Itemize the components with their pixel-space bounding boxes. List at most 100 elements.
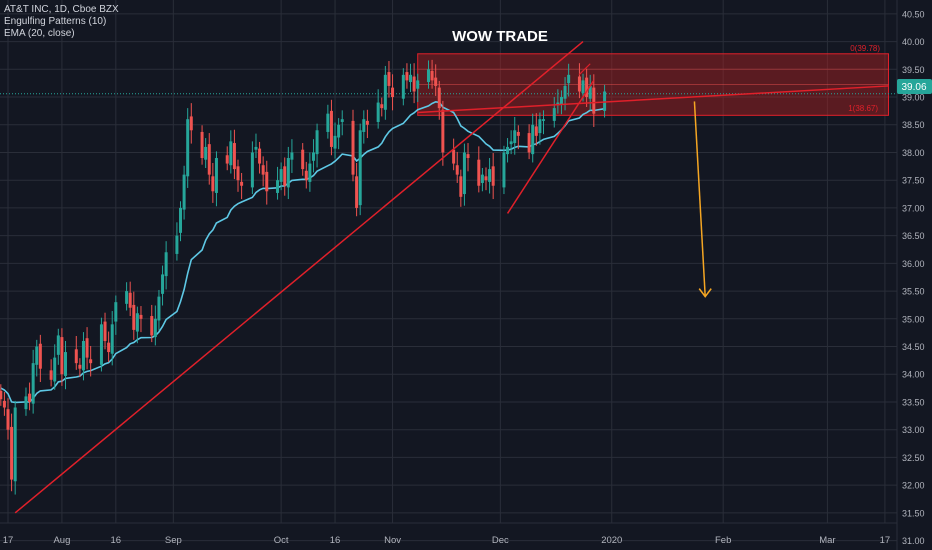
- candle-body: [603, 91, 607, 111]
- candle: [437, 80, 441, 120]
- candle-body: [225, 155, 229, 164]
- candle-body: [527, 133, 531, 153]
- candle: [538, 112, 542, 145]
- candle: [506, 138, 510, 163]
- candle-body: [85, 338, 89, 358]
- candle: [567, 63, 571, 97]
- ema-line: [0, 93, 897, 404]
- candle: [509, 130, 513, 155]
- candle: [387, 60, 391, 98]
- candle-body: [405, 72, 409, 81]
- candle-body: [49, 370, 53, 380]
- candle-body: [214, 158, 218, 193]
- candle-body: [409, 74, 413, 83]
- candle-body: [153, 318, 157, 338]
- candle: [462, 143, 466, 206]
- chart-legend: AT&T INC, 1D, Cboe BZX Engulfing Pattern…: [4, 4, 119, 40]
- candle-body: [28, 393, 32, 402]
- candle: [308, 152, 312, 192]
- candle-body: [455, 165, 459, 175]
- candle: [365, 109, 369, 139]
- candle-body: [110, 324, 114, 354]
- candle: [351, 109, 355, 182]
- time-axis[interactable]: 17 Aug 16 Sep Oct 16 Nov Dec 2020 Feb Mar 17: [3, 535, 890, 546]
- candle: [89, 345, 93, 377]
- candle: [412, 63, 416, 104]
- candle: [200, 125, 204, 165]
- arrow-head: [698, 288, 712, 298]
- candle: [405, 63, 409, 89]
- candle-body: [513, 130, 517, 144]
- legend-symbol: AT&T INC, 1D, Cboe BZX: [4, 4, 119, 15]
- candle-body: [81, 340, 85, 371]
- candle: [125, 282, 129, 311]
- candle: [455, 151, 459, 183]
- candle: [240, 172, 244, 200]
- candle: [333, 122, 337, 159]
- candle-body: [466, 154, 470, 159]
- target-arrow: [578, 63, 712, 298]
- candle: [0, 384, 3, 406]
- price-tick-label: 34.00: [902, 370, 925, 380]
- candle: [577, 63, 581, 99]
- candle-body: [401, 74, 405, 99]
- candle-body: [211, 176, 215, 192]
- candle-body: [315, 130, 319, 155]
- candle-body: [204, 146, 208, 160]
- candle-body: [290, 152, 294, 160]
- candle: [290, 139, 294, 173]
- candle: [311, 139, 315, 173]
- price-tick-label: 39.50: [902, 65, 925, 75]
- candle-body: [132, 304, 136, 330]
- candle: [315, 123, 319, 168]
- candle-body: [125, 291, 129, 304]
- candle: [229, 130, 233, 174]
- candle: [99, 317, 103, 372]
- candle: [53, 344, 57, 390]
- candle: [376, 89, 380, 129]
- candle: [157, 289, 161, 331]
- fib-bottom-label: 1(38.67): [848, 104, 878, 113]
- candle: [189, 103, 193, 144]
- candle: [477, 146, 481, 193]
- candle-body: [452, 149, 456, 164]
- candle: [513, 116, 517, 155]
- candle-body: [265, 171, 269, 192]
- candle: [254, 133, 258, 159]
- candle-body: [559, 97, 563, 105]
- candle-body: [232, 143, 236, 170]
- candle: [38, 334, 42, 383]
- candle-body: [74, 349, 78, 364]
- candle: [401, 68, 405, 106]
- candle-body: [538, 119, 542, 134]
- time-tick-label: 17: [3, 535, 14, 546]
- candle: [150, 304, 154, 343]
- price-tick-label: 34.50: [902, 342, 925, 352]
- candle: [265, 160, 269, 205]
- candle: [527, 124, 531, 160]
- candle-body: [509, 141, 513, 145]
- candle-body: [430, 70, 434, 81]
- candle-body: [258, 148, 262, 164]
- candle: [78, 358, 82, 378]
- candle: [182, 165, 186, 220]
- candle-body: [337, 124, 341, 138]
- candle: [592, 74, 596, 127]
- candle-body: [301, 149, 305, 170]
- candle: [31, 349, 35, 414]
- price-axis[interactable]: 31.00 31.50 32.00 32.50 33.00 33.50 34.00 34.50…: [902, 9, 925, 546]
- candle: [49, 359, 53, 387]
- candle: [541, 110, 545, 135]
- price-tick-label: 33.00: [902, 425, 925, 435]
- candle-body: [484, 176, 488, 181]
- candle-body: [78, 364, 82, 369]
- wow-trade-label: WOW TRADE: [452, 28, 548, 45]
- price-tick-label: 31.00: [902, 536, 925, 546]
- price-tick-label: 40.00: [902, 37, 925, 47]
- candle: [466, 143, 470, 172]
- candle-body: [10, 426, 14, 480]
- candle-body: [179, 207, 183, 233]
- candle: [232, 129, 236, 180]
- candle: [552, 97, 556, 128]
